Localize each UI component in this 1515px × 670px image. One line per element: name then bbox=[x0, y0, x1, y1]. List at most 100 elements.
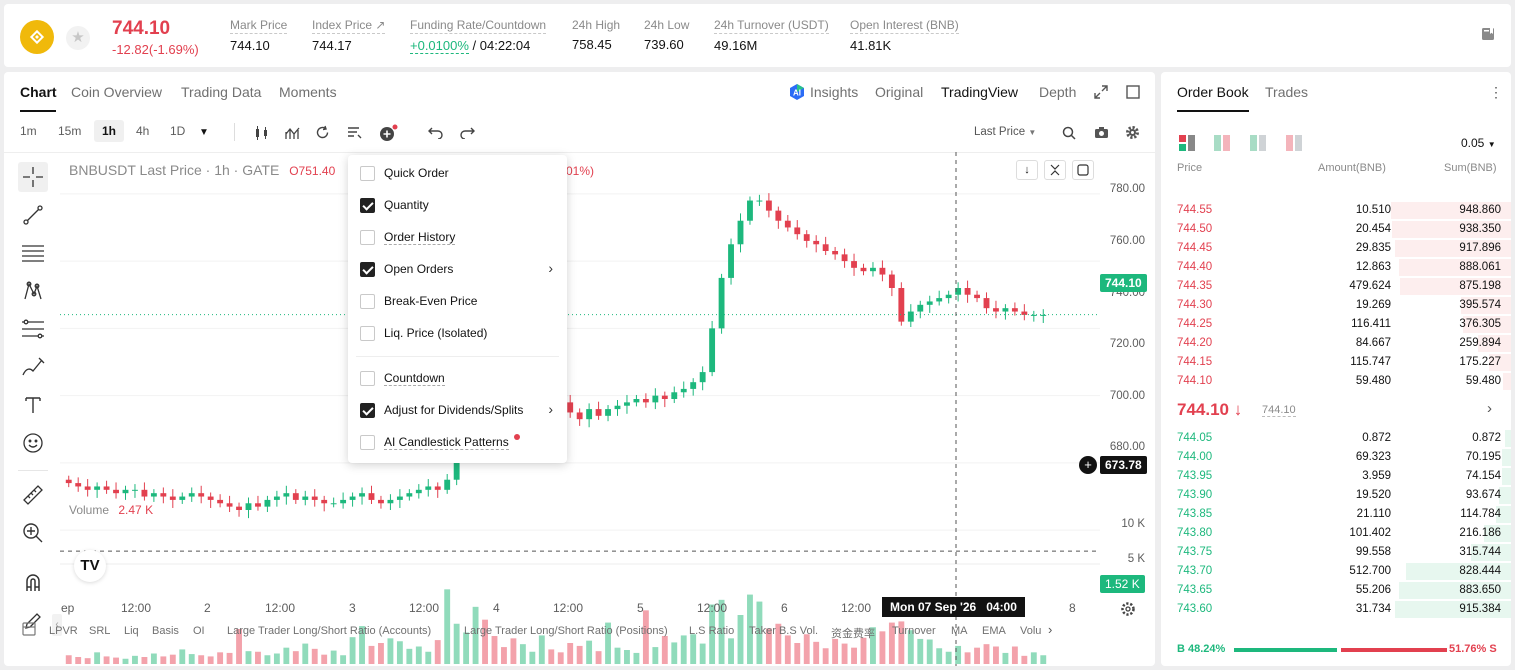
expand-icon[interactable] bbox=[1094, 85, 1108, 104]
bid-row[interactable]: 743.85 21.110 114.784 bbox=[1161, 505, 1511, 524]
view-sells-icon[interactable] bbox=[1286, 135, 1302, 156]
more-options-icon[interactable]: ⋮ bbox=[1489, 84, 1503, 100]
crosshair-tool-icon[interactable] bbox=[18, 162, 48, 192]
zoom-in-tool-icon[interactable] bbox=[18, 518, 48, 548]
add-indicator-icon[interactable] bbox=[378, 124, 398, 147]
book-icon[interactable] bbox=[1480, 26, 1498, 44]
indicator-liq[interactable]: Liq bbox=[124, 625, 139, 637]
indicator-oi[interactable]: OI bbox=[193, 625, 205, 637]
indicator-funding-rate[interactable]: 资金费率 bbox=[831, 628, 875, 640]
insights-link[interactable]: Insights bbox=[810, 84, 859, 100]
price-type-select[interactable]: Last Price ▼ bbox=[974, 126, 1037, 138]
candle-type-icon[interactable] bbox=[254, 126, 270, 145]
indicators-next-icon[interactable]: › bbox=[1048, 622, 1053, 637]
indicator-lt-positions[interactable]: Large Trader Long/Short Ratio (Positions… bbox=[464, 625, 668, 637]
template-icon[interactable] bbox=[347, 126, 362, 145]
tab-coin-overview[interactable]: Coin Overview bbox=[71, 84, 163, 100]
bid-row[interactable]: 743.60 31.734 915.384 bbox=[1161, 600, 1511, 619]
magnet-tool-icon[interactable] bbox=[18, 568, 48, 598]
indicator-taker-vol[interactable]: Taker B.S Vol. bbox=[749, 625, 819, 637]
bid-row[interactable]: 743.95 3.959 74.154 bbox=[1161, 467, 1511, 486]
view-both-icon[interactable] bbox=[1179, 135, 1195, 156]
indicator-volume[interactable]: Volu bbox=[1020, 625, 1042, 637]
dropdown-item-countdown[interactable]: Countdown bbox=[348, 363, 567, 393]
indicator-panel-icon[interactable] bbox=[22, 622, 36, 641]
checkbox[interactable] bbox=[360, 198, 375, 213]
timeframe-1h[interactable]: 1h bbox=[94, 120, 125, 142]
mid-arrow-icon[interactable]: › bbox=[1487, 400, 1492, 417]
bid-row[interactable]: 743.70 512.700 828.444 bbox=[1161, 562, 1511, 581]
indicator-srl[interactable]: SRL bbox=[89, 625, 111, 637]
chart-settings-icon[interactable] bbox=[1120, 601, 1136, 622]
view-original[interactable]: Original bbox=[875, 84, 924, 100]
bid-row[interactable]: 743.75 99.558 315.744 bbox=[1161, 543, 1511, 562]
bid-row[interactable]: 743.90 19.520 93.674 bbox=[1161, 486, 1511, 505]
timeframe-dropdown-icon[interactable]: ▼ bbox=[199, 127, 209, 138]
bid-row[interactable]: 744.05 0.872 0.872 bbox=[1161, 429, 1511, 448]
dropdown-item-break-even[interactable]: Break-Even Price bbox=[348, 286, 567, 316]
dropdown-item-quantity[interactable]: Quantity bbox=[348, 190, 567, 220]
view-depth[interactable]: Depth bbox=[1039, 84, 1077, 100]
camera-icon[interactable] bbox=[1094, 126, 1109, 144]
undo-icon[interactable] bbox=[428, 126, 443, 144]
ask-row[interactable]: 744.40 12.863 888.061 bbox=[1161, 258, 1511, 277]
timeframe-1d[interactable]: 1D bbox=[170, 124, 186, 138]
checkbox[interactable] bbox=[360, 166, 375, 181]
ask-row[interactable]: 744.50 20.454 938.350 bbox=[1161, 220, 1511, 239]
scroll-to-latest-icon[interactable]: ↓ bbox=[1016, 160, 1038, 180]
view-bids-icon[interactable] bbox=[1250, 135, 1266, 156]
ask-row[interactable]: 744.10 59.480 59.480 bbox=[1161, 372, 1511, 391]
checkbox[interactable] bbox=[360, 230, 375, 245]
tradingview-logo-icon[interactable]: TV bbox=[74, 550, 106, 582]
stat-index-price[interactable]: Index Price ↗ 744.17 bbox=[312, 18, 386, 53]
tab-trading-data[interactable]: Trading Data bbox=[181, 84, 262, 100]
redo-icon[interactable] bbox=[460, 126, 475, 144]
text-tool-icon[interactable] bbox=[18, 390, 48, 420]
search-icon[interactable] bbox=[1062, 126, 1076, 145]
dropdown-item-quick-order[interactable]: Quick Order bbox=[348, 158, 567, 188]
checkbox[interactable] bbox=[360, 403, 375, 418]
horizontal-lines-tool-icon[interactable] bbox=[18, 238, 48, 268]
checkbox[interactable] bbox=[360, 294, 375, 309]
checkbox[interactable] bbox=[360, 371, 375, 386]
ruler-tool-icon[interactable] bbox=[18, 480, 48, 510]
ask-row[interactable]: 744.25 116.411 376.305 bbox=[1161, 315, 1511, 334]
indicators-icon[interactable] bbox=[285, 126, 301, 145]
checkbox[interactable] bbox=[360, 262, 375, 277]
add-alert-plus-icon[interactable]: + bbox=[1079, 456, 1097, 474]
collapse-toolbar-icon[interactable]: ‹ bbox=[52, 614, 62, 636]
tab-order-book[interactable]: Order Book bbox=[1177, 84, 1249, 100]
precision-select[interactable]: 0.05 ▼ bbox=[1461, 136, 1496, 150]
dropdown-item-liq-price[interactable]: Liq. Price (Isolated) bbox=[348, 318, 567, 348]
refresh-icon[interactable] bbox=[1072, 160, 1094, 180]
compress-icon[interactable] bbox=[1044, 160, 1066, 180]
replay-icon[interactable] bbox=[315, 125, 330, 145]
ask-row[interactable]: 744.15 115.747 175.227 bbox=[1161, 353, 1511, 372]
indicator-lt-accounts[interactable]: Large Trader Long/Short Ratio (Accounts) bbox=[227, 625, 432, 637]
indicator-basis[interactable]: Basis bbox=[152, 625, 179, 637]
ask-row[interactable]: 744.55 10.510 948.860 bbox=[1161, 201, 1511, 220]
favorite-star-icon[interactable]: ★ bbox=[66, 26, 90, 50]
timeframe-4h[interactable]: 4h bbox=[136, 124, 150, 138]
dropdown-item-open-orders[interactable]: Open Orders › bbox=[348, 254, 567, 284]
bid-row[interactable]: 743.80 101.402 216.186 bbox=[1161, 524, 1511, 543]
pattern-tool-icon[interactable] bbox=[18, 276, 48, 306]
ask-row[interactable]: 744.45 29.835 917.896 bbox=[1161, 239, 1511, 258]
timeframe-15m[interactable]: 15m bbox=[58, 124, 82, 138]
tab-moments[interactable]: Moments bbox=[279, 84, 337, 100]
indicator-turnover[interactable]: Turnover bbox=[892, 625, 936, 637]
timeframe-1m[interactable]: 1m bbox=[20, 124, 37, 138]
fib-tool-icon[interactable] bbox=[18, 314, 48, 344]
ai-insights-icon[interactable]: AI bbox=[788, 83, 806, 101]
settings-gear-icon[interactable] bbox=[1125, 125, 1140, 145]
dropdown-item-adjust-dividends[interactable]: Adjust for Dividends/Splits › bbox=[348, 395, 567, 425]
ask-row[interactable]: 744.20 84.667 259.894 bbox=[1161, 334, 1511, 353]
trend-line-tool-icon[interactable] bbox=[18, 200, 48, 230]
emoji-tool-icon[interactable] bbox=[18, 428, 48, 458]
ask-row[interactable]: 744.35 479.624 875.198 bbox=[1161, 277, 1511, 296]
dropdown-item-ai-patterns[interactable]: AI Candlestick Patterns bbox=[348, 427, 567, 457]
indicator-lpvr[interactable]: LPVR bbox=[49, 625, 78, 637]
checkbox[interactable] bbox=[360, 435, 375, 450]
view-tradingview[interactable]: TradingView bbox=[941, 84, 1019, 100]
tab-chart[interactable]: Chart bbox=[20, 84, 57, 100]
